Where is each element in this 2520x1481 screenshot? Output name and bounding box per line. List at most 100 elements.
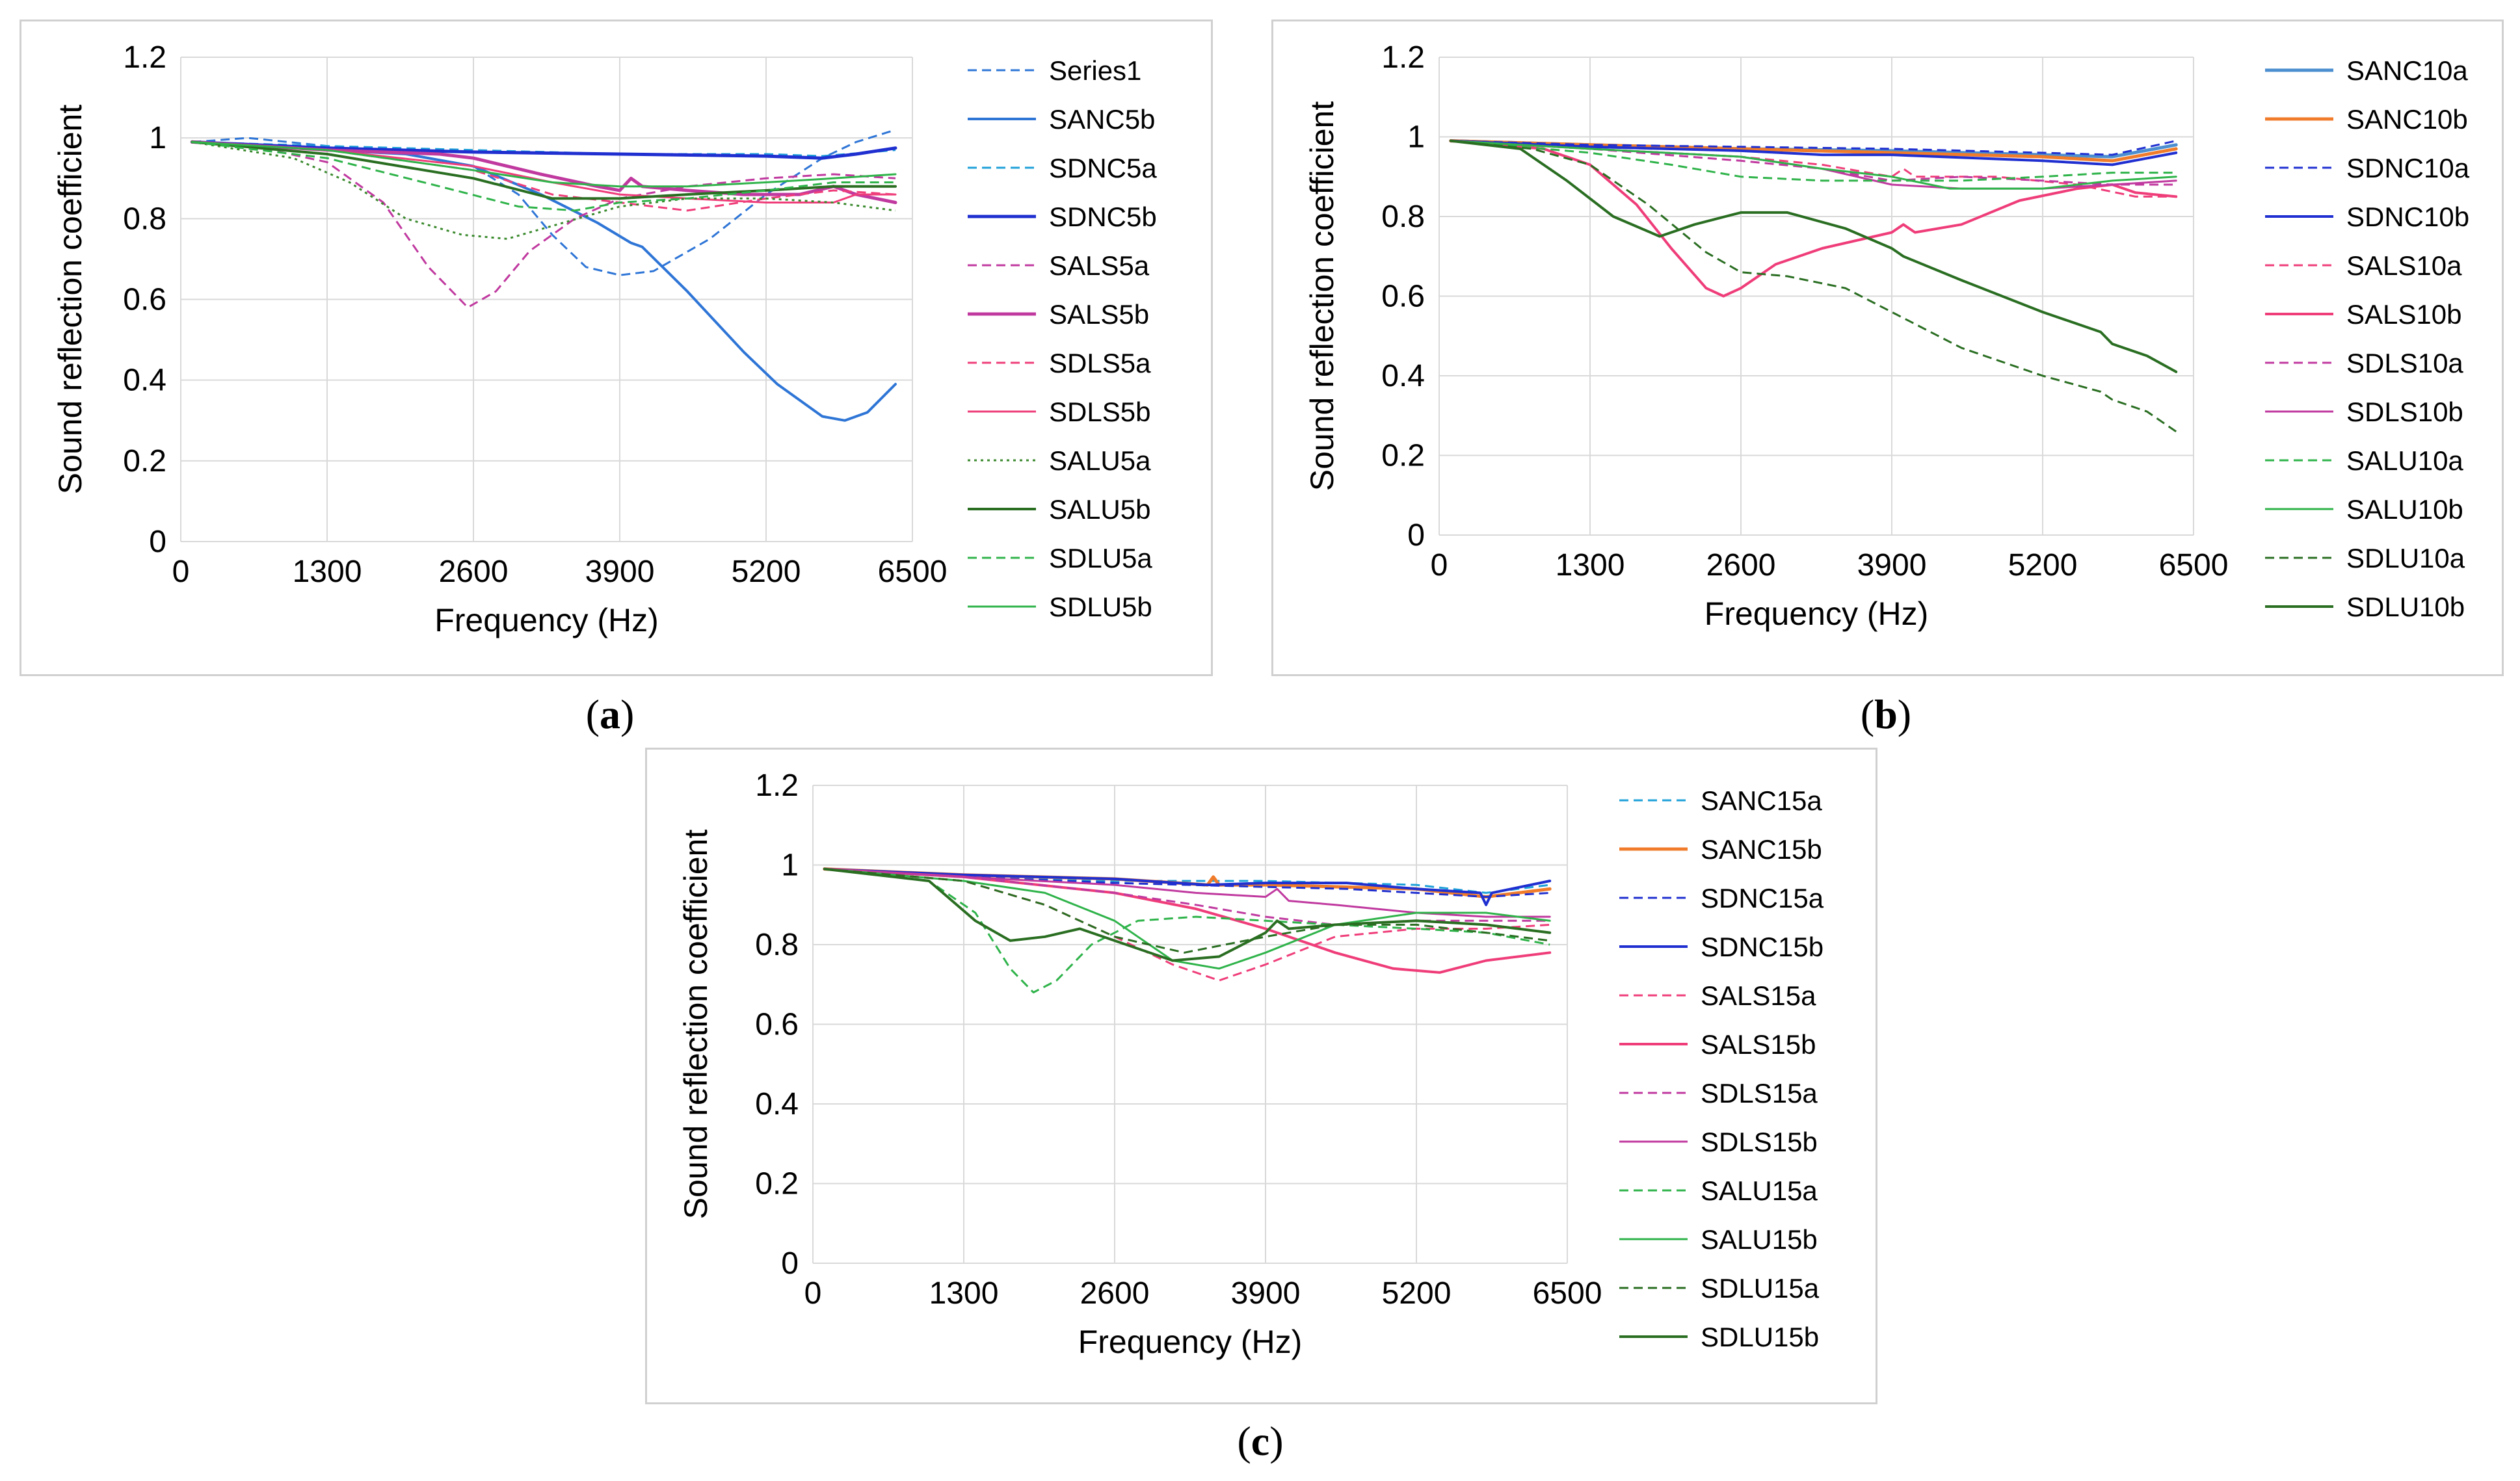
x-tick-label: 6500: [2159, 548, 2229, 583]
y-tick-label: 0.4: [123, 363, 166, 398]
legend-label-sdls5a: SDLS5a: [1049, 348, 1151, 378]
chart-panel-c: 0 1300 2600 3900 5200 6500 0 0.2 0.4 0.6 0.8 1 1.2 Fr…: [645, 748, 1877, 1404]
series-line-sals5a: [192, 140, 896, 309]
x-tick-label: 2600: [1706, 548, 1776, 583]
y-tick-label: 0.8: [123, 202, 166, 236]
x-tick-label: 5200: [2008, 548, 2078, 583]
x-tick-label: 5200: [732, 555, 801, 589]
y-axis-label: Sound reflection coefficient: [52, 105, 88, 495]
y-tick-label: 0: [781, 1246, 799, 1281]
series-line-salu15b: [823, 868, 1551, 970]
legend-label-sdnc5a: SDNC5a: [1049, 153, 1157, 183]
legend-label-series1: Series1: [1049, 55, 1141, 86]
series-line-sdnc10a: [1450, 140, 2177, 156]
legend-label-salu15a: SALU15a: [1701, 1175, 1818, 1206]
y-tick-label: 0: [149, 525, 166, 559]
x-tick-label: 1300: [293, 555, 362, 589]
series-line-sdlu15b: [823, 867, 1552, 962]
x-axis-label: Frequency (Hz): [1078, 1324, 1303, 1360]
legend-label-sdlu15a: SDLU15a: [1701, 1273, 1820, 1304]
series-line-sals5b: [190, 140, 897, 204]
y-tick-label: 0.2: [755, 1167, 799, 1201]
y-tick-label: 0.8: [1381, 200, 1425, 234]
y-tick-label: 1: [781, 848, 799, 883]
series-line-sdlu5b: [191, 140, 897, 188]
y-tick-label: 0.4: [1381, 359, 1425, 393]
x-tick-label: 1300: [929, 1276, 999, 1311]
legend-label-sdls10a: SDLS10a: [2346, 348, 2463, 378]
x-tick-label: 2600: [1080, 1276, 1150, 1311]
series-line-sdnc15b: [823, 867, 1552, 906]
legend-label-sdlu15b: SDLU15b: [1701, 1322, 1819, 1352]
legend-label-sdlu5a: SDLU5a: [1049, 543, 1152, 573]
chart-c-svg: 0 1300 2600 3900 5200 6500 0 0.2 0.4 0.6 0.8 1 1.2 Fr…: [678, 768, 1824, 1360]
x-axis-label: Frequency (Hz): [434, 602, 659, 638]
series-line-sdlu10b: [1449, 139, 2178, 373]
legend-label-sanc10a: SANC10a: [2346, 55, 2468, 86]
legend-label-sdls15b: SDLS15b: [1701, 1127, 1818, 1157]
legend-label-sdlu10a: SDLU10a: [2346, 543, 2465, 573]
legend-label-sanc15a: SANC15a: [1701, 785, 1822, 816]
x-tick-label: 3900: [1857, 548, 1927, 583]
series-line-sdls15a: [824, 868, 1550, 926]
legend-label-sdnc15b: SDNC15b: [1701, 932, 1824, 962]
legend-label-sdnc15a: SDNC15a: [1701, 883, 1824, 913]
y-tick-label: 1.2: [123, 40, 166, 75]
legend-label-sdnc10a: SDNC10a: [2346, 153, 2470, 183]
legend-label-salu5b: SALU5b: [1049, 494, 1150, 525]
y-tick-label: 0.4: [755, 1087, 799, 1121]
y-tick-label: 0.8: [755, 928, 799, 962]
y-tick-label: 1: [149, 121, 166, 155]
chart-panel-b: 0 1300 2600 3900 5200 6500 0 0.2 0.4 0.6 0.8 1 1.2 Fr…: [1271, 20, 2504, 676]
legend-label-sanc5b: SANC5b: [1049, 104, 1155, 135]
legend-label-sdls10b: SDLS10b: [2346, 397, 2463, 427]
x-tick-label: 0: [804, 1276, 822, 1311]
caption-c: (c): [1237, 1418, 1284, 1464]
legend-label-sdls5b: SDLS5b: [1049, 397, 1150, 427]
legend-label-sals15b: SALS15b: [1701, 1029, 1816, 1060]
y-tick-label: 0: [1407, 518, 1425, 553]
series-line-sdnc5b: [190, 140, 897, 160]
series-line-sdls15b: [823, 868, 1551, 918]
legend-label-sdlu5b: SDLU5b: [1049, 592, 1152, 622]
chart-b-svg: 0 1300 2600 3900 5200 6500 0 0.2 0.4 0.6 0.8 1 1.2 Fr…: [1304, 40, 2470, 632]
x-tick-label: 6500: [878, 555, 948, 589]
x-axis-label: Frequency (Hz): [1704, 596, 1929, 632]
x-tick-label: 1300: [1556, 548, 1625, 583]
legend-label-sdnc5b: SDNC5b: [1049, 202, 1157, 232]
y-tick-label: 0.6: [1381, 280, 1425, 314]
y-axis-label: Sound reflection coefficient: [678, 830, 714, 1220]
x-tick-label: 2600: [439, 555, 509, 589]
legend-label-sanc15b: SANC15b: [1701, 834, 1822, 865]
legend-label-sals5a: SALS5a: [1049, 250, 1150, 281]
y-tick-label: 0.6: [755, 1008, 799, 1042]
x-tick-label: 3900: [1231, 1276, 1301, 1311]
legend-label-sals15a: SALS15a: [1701, 980, 1816, 1011]
x-tick-label: 6500: [1533, 1276, 1602, 1311]
legend-label-sdlu10b: SDLU10b: [2346, 592, 2465, 622]
x-tick-label: 3900: [585, 555, 655, 589]
series-line-salu10a: [1450, 140, 2177, 182]
series-line-salu15a: [824, 868, 1550, 993]
chart-panel-a: 0 1300 2600 3900 5200 6500 0 0.2 0.4 0.6 0.8 1 1.2 Fr…: [20, 20, 1213, 676]
y-tick-label: 1.2: [755, 768, 799, 803]
legend-label-sdnc10b: SDNC10b: [2346, 202, 2469, 232]
legend-label-salu10a: SALU10a: [2346, 445, 2463, 476]
legend-label-salu10b: SALU10b: [2346, 494, 2463, 525]
series-line-sdnc10b: [1449, 139, 2178, 166]
legend-label-salu15b: SALU15b: [1701, 1224, 1818, 1255]
chart-a-svg: 0 1300 2600 3900 5200 6500 0 0.2 0.4 0.6 0.8 1 1.2 Fr…: [52, 40, 1157, 638]
series-line-salu5b: [191, 140, 897, 200]
y-tick-label: 0.2: [123, 444, 166, 478]
y-tick-label: 1: [1407, 120, 1425, 155]
y-tick-label: 0.2: [1381, 439, 1425, 473]
caption-b: (b): [1860, 691, 1912, 737]
x-tick-label: 0: [1431, 548, 1448, 583]
legend-label-sdls15a: SDLS15a: [1701, 1078, 1818, 1108]
legend-label-salu5a: SALU5a: [1049, 445, 1151, 476]
legend-label-sals10b: SALS10b: [2346, 299, 2461, 330]
series-line-sdnc5a: [192, 140, 896, 157]
series-line-sdlu10a: [1450, 140, 2177, 433]
series-line-sals10b: [1449, 139, 2178, 298]
series-line-sanc15a: [824, 868, 1550, 894]
